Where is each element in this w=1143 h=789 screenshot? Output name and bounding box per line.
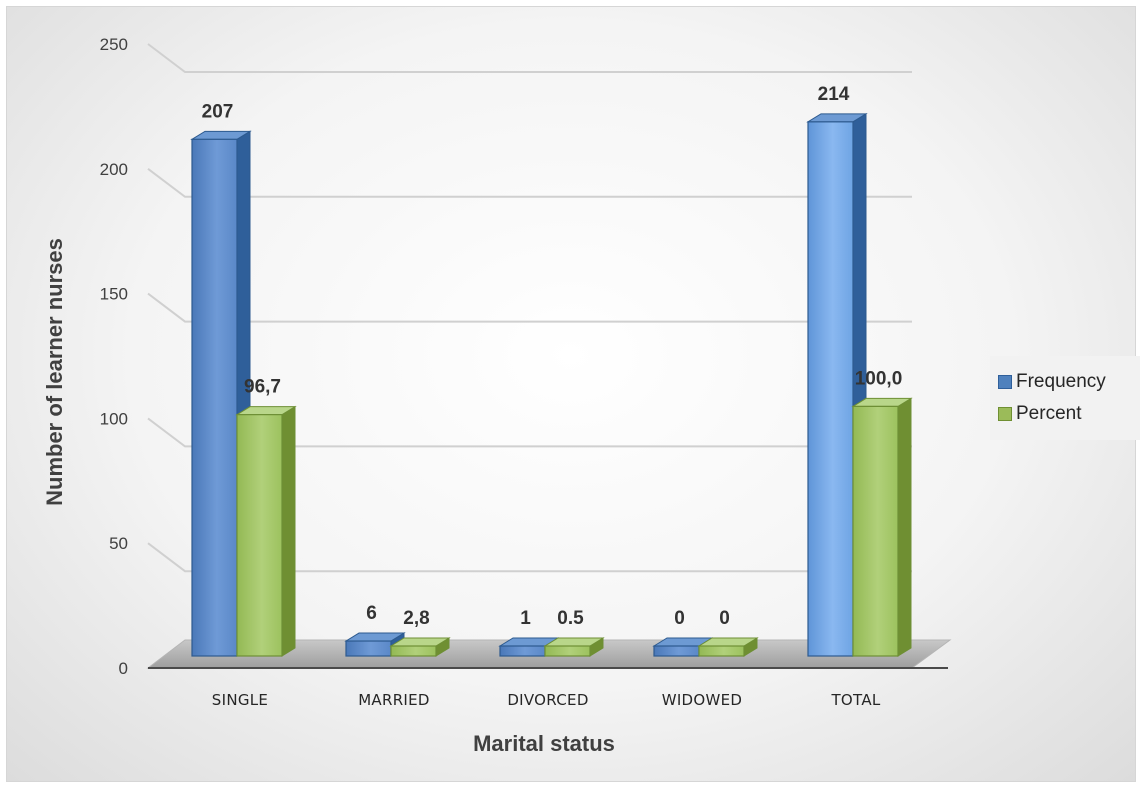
data-label-frequency-divorced: 1 xyxy=(520,608,531,629)
x-tick-label: MARRIED xyxy=(358,691,430,709)
data-label-percent-single: 96,7 xyxy=(244,377,281,398)
y-tick-label: 0 xyxy=(119,659,128,678)
x-tick-label: DIVORCED xyxy=(507,691,588,709)
gridlines xyxy=(147,43,912,573)
data-label-frequency-married: 6 xyxy=(366,603,377,624)
y-tick-label: 150 xyxy=(100,285,128,304)
data-label-percent-widowed: 0 xyxy=(719,608,730,629)
x-tick-label: WIDOWED xyxy=(662,691,743,709)
legend-item-percent: Percent xyxy=(998,398,1132,430)
legend-swatch-frequency xyxy=(998,375,1012,389)
bar-frequency-total xyxy=(807,121,854,657)
y-tick-label: 200 xyxy=(100,160,128,179)
legend: Frequency Percent xyxy=(990,356,1140,440)
legend-swatch-percent xyxy=(998,407,1012,421)
gridline xyxy=(147,417,912,448)
bar-frequency-divorced xyxy=(499,645,546,657)
gridline xyxy=(147,168,912,198)
bar-percent-single-side xyxy=(281,405,296,657)
legend-label-percent: Percent xyxy=(1016,403,1082,424)
x-tick-label: TOTAL xyxy=(830,691,880,709)
y-tick-label: 50 xyxy=(109,534,128,553)
data-label-percent-total: 100,0 xyxy=(855,368,903,389)
y-tick-label: 250 xyxy=(100,35,128,54)
bar-frequency-single xyxy=(191,138,238,657)
data-label-percent-married: 2,8 xyxy=(403,608,429,629)
bar-frequency-married xyxy=(345,640,392,657)
legend-label-frequency: Frequency xyxy=(1016,371,1106,392)
y-tick-label: 100 xyxy=(100,409,128,428)
data-label-frequency-widowed: 0 xyxy=(674,608,685,629)
bar-percent-divorced xyxy=(544,645,591,657)
gridline xyxy=(147,43,912,73)
bar-percent-married xyxy=(390,645,437,657)
gridline xyxy=(147,542,912,573)
x-axis-title: Marital status xyxy=(473,731,615,756)
bar-percent-total xyxy=(852,405,899,657)
bar-percent-total-side xyxy=(897,397,912,657)
bar-percent-single xyxy=(236,414,283,657)
x-tick-label: SINGLE xyxy=(212,691,268,709)
y-axis-title: Number of learner nurses xyxy=(42,238,67,506)
bars xyxy=(190,112,913,657)
bar-percent-widowed xyxy=(698,645,745,657)
data-labels: 207 96,7 6 2,8 1 0.5 0 0 214 100,0 xyxy=(202,84,903,629)
data-label-frequency-single: 207 xyxy=(202,101,234,122)
data-label-percent-divorced: 0.5 xyxy=(557,608,584,629)
data-label-frequency-total: 214 xyxy=(818,84,850,105)
legend-item-frequency: Frequency xyxy=(998,366,1132,398)
bar-frequency-widowed xyxy=(653,645,700,657)
gridline xyxy=(147,292,912,323)
